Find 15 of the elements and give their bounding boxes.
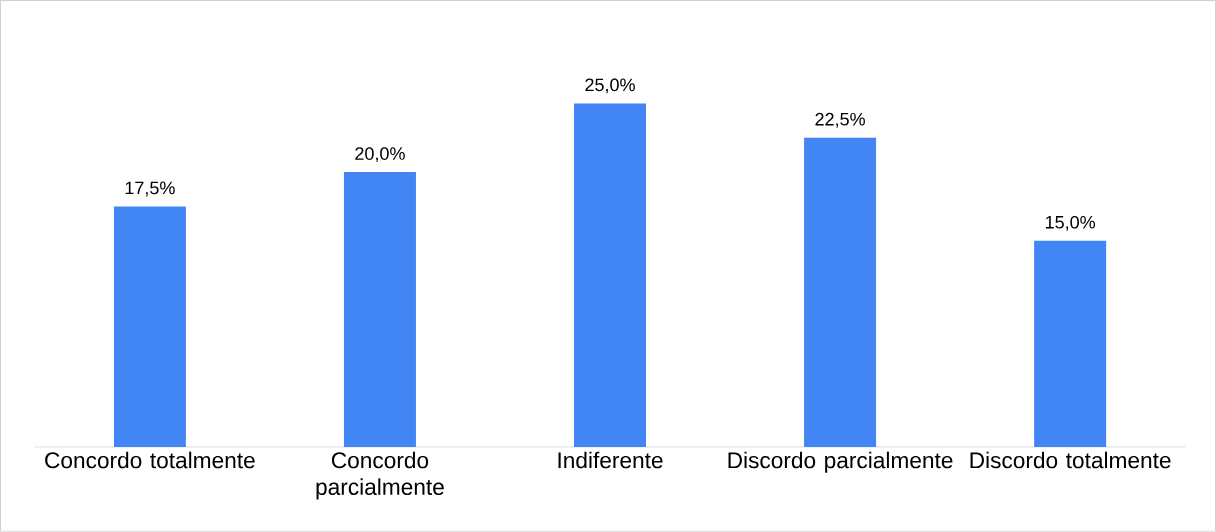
bar <box>1034 240 1107 448</box>
data-label: 15,0% <box>1045 215 1096 231</box>
x-tick-label: Concordo parcialmente <box>316 451 444 500</box>
data-label: 25,0% <box>585 78 635 94</box>
x-tick-label: Discordo parcialmente <box>728 451 953 473</box>
x-tick-label: Indiferente <box>558 451 663 469</box>
x-tick-label: Concordo totalmente <box>45 451 255 469</box>
bar <box>113 206 186 448</box>
bar <box>574 103 647 448</box>
bar <box>343 172 416 448</box>
bar <box>804 137 877 448</box>
x-tick-label: Discordo totalmente <box>970 451 1171 469</box>
data-label: 20,0% <box>355 147 405 163</box>
data-label: 17,5% <box>125 181 175 197</box>
data-label: 22,5% <box>815 112 865 128</box>
